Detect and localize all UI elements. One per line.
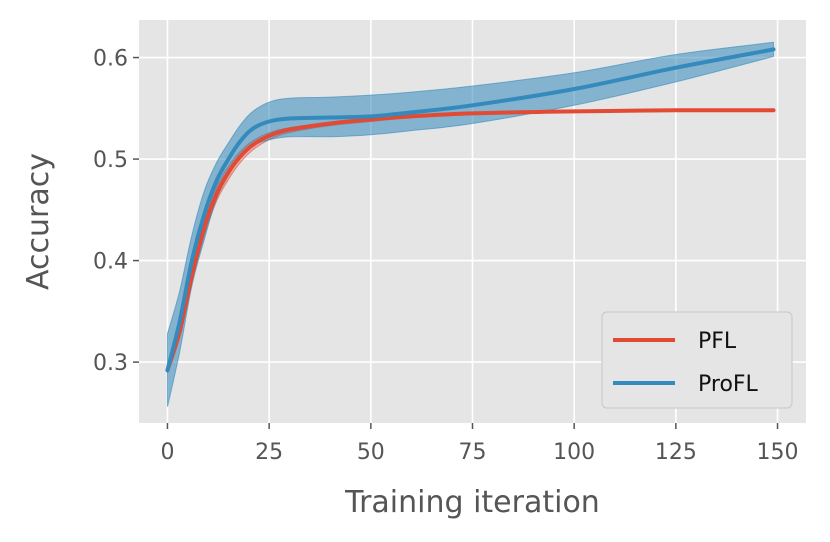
x-tick-label: 100 [553, 440, 595, 465]
legend-label-profl: ProFL [698, 372, 759, 397]
legend-box [601, 311, 793, 409]
x-tick-label: 25 [255, 440, 283, 465]
series-lines [165, 47, 776, 373]
y-axis-label: Accuracy [21, 153, 56, 290]
y-axis-ticks: 0.3 0.4 0.5 0.6 [93, 47, 139, 376]
legend-label-pfl: PFL [698, 329, 737, 354]
x-tick-label: 0 [160, 440, 174, 465]
x-tick-label: 150 [757, 440, 799, 465]
x-tick-label: 125 [655, 440, 697, 465]
profl-line [165, 47, 776, 373]
y-tick-label: 0.6 [93, 47, 128, 72]
x-axis-ticks: 0 25 50 75 100 125 150 [160, 423, 799, 465]
y-tick-label: 0.5 [93, 148, 128, 173]
y-tick-label: 0.3 [93, 351, 128, 376]
y-tick-label: 0.4 [93, 250, 128, 275]
legend: PFL ProFL [601, 311, 793, 409]
x-tick-label: 75 [459, 440, 487, 465]
x-axis-label: Training iteration [344, 485, 600, 520]
x-tick-label: 50 [357, 440, 385, 465]
pfl-line [165, 108, 776, 373]
